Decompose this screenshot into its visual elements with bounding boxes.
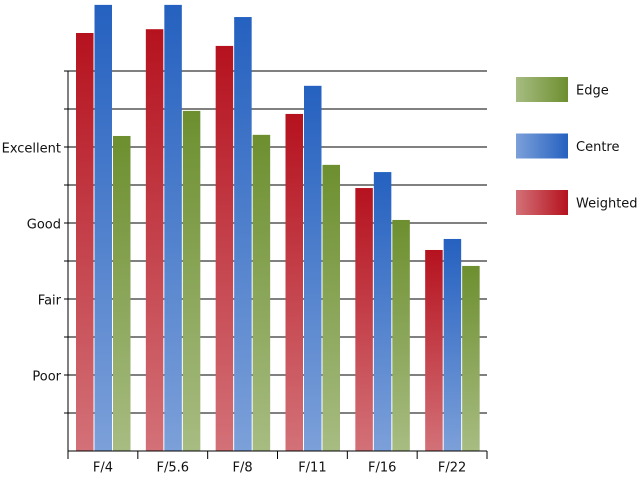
x-tick-label: F/16: [368, 461, 396, 476]
x-tick-label: F/5.6: [156, 461, 189, 476]
bar: [304, 85, 322, 451]
y-tick-label: Poor: [32, 370, 61, 385]
y-tick-label: Fair: [38, 294, 62, 309]
x-tick-label: F/11: [298, 461, 326, 476]
bar: [252, 134, 271, 451]
bar: [234, 17, 252, 451]
bar: [113, 135, 131, 452]
y-tick-label: Good: [27, 218, 61, 233]
y-tick-label: Excellent: [2, 142, 61, 157]
x-tick-label: F/8: [233, 461, 253, 476]
legend-label: Edge: [576, 84, 609, 99]
bar: [462, 265, 480, 451]
bar: [215, 45, 234, 452]
bar: [145, 29, 164, 451]
x-tick-label: F/22: [438, 461, 466, 476]
legend-label: Weighted: [576, 197, 638, 212]
bar: [76, 33, 94, 451]
bar: [425, 249, 443, 451]
legend-swatch: [516, 190, 568, 215]
bar: [94, 4, 112, 451]
bar: [322, 164, 340, 452]
bar: [355, 188, 373, 452]
bar: [373, 172, 392, 451]
legend-swatch: [516, 77, 568, 102]
legend-swatch: [516, 133, 568, 159]
legend-label: Centre: [576, 140, 619, 155]
bar: [182, 110, 201, 452]
bar: [443, 238, 462, 451]
bar: [164, 4, 182, 451]
bar: [285, 113, 303, 451]
x-tick-label: F/4: [93, 461, 113, 476]
bar: [392, 219, 410, 451]
